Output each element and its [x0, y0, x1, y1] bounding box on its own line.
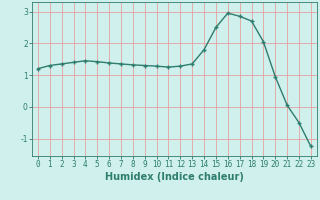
X-axis label: Humidex (Indice chaleur): Humidex (Indice chaleur) — [105, 172, 244, 182]
